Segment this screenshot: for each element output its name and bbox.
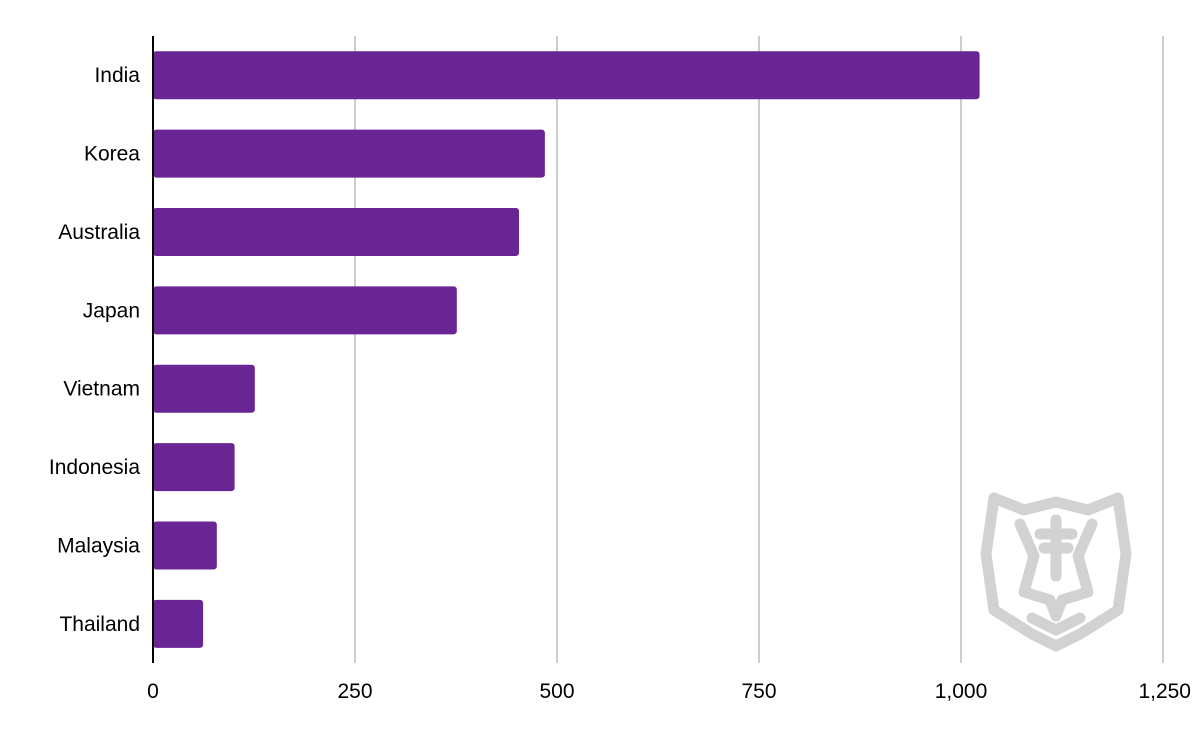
x-tick-label: 0 <box>147 680 159 703</box>
category-label: Japan <box>83 299 140 322</box>
bar-japan <box>153 286 457 335</box>
x-tick-label: 250 <box>337 680 372 703</box>
bar-malaysia <box>153 521 217 570</box>
bar-thailand <box>153 599 204 648</box>
category-label: Thailand <box>59 613 140 636</box>
bar-vietnam <box>153 364 255 413</box>
x-tick-label: 1,000 <box>935 680 988 703</box>
gridlines <box>354 36 1164 663</box>
bar-india <box>153 51 980 100</box>
category-label: India <box>94 64 140 87</box>
category-labels: India Korea Australia Japan Vietnam Indonesia… <box>49 64 140 636</box>
category-label: Vietnam <box>63 378 140 401</box>
x-tick-label: 500 <box>539 680 574 703</box>
category-label: Korea <box>84 143 140 166</box>
bar-indonesia <box>153 443 235 492</box>
x-axis-tick-labels: 0 250 500 750 1,000 1,250 <box>147 680 1191 703</box>
category-label: Malaysia <box>57 534 140 557</box>
category-label: Indonesia <box>49 456 140 479</box>
bar-australia <box>153 207 520 256</box>
tiger-head-logo-icon <box>980 492 1132 652</box>
bars <box>153 51 980 648</box>
category-label: Australia <box>58 221 140 244</box>
x-tick-label: 750 <box>741 680 776 703</box>
x-tick-label: 1,250 <box>1138 680 1191 703</box>
bar-korea <box>153 129 545 178</box>
